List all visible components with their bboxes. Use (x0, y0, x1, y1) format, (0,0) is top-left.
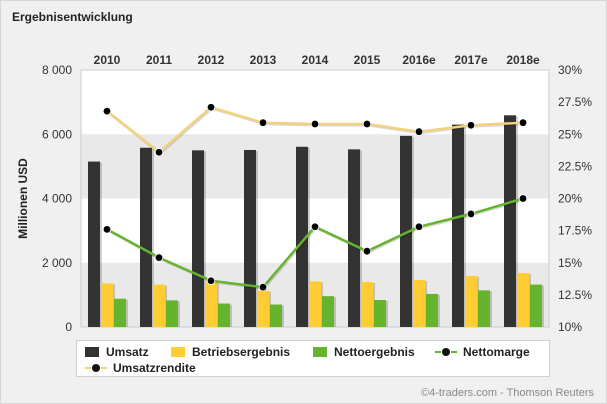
bar-betriebsergebnis (361, 282, 373, 327)
point-nettomarge (363, 247, 371, 255)
point-nettomarge (259, 283, 267, 291)
point-nettomarge (155, 254, 163, 262)
bar-umsatz (296, 146, 308, 327)
x-category-label: 2014 (302, 53, 329, 67)
point-umsatzrendite (415, 128, 423, 136)
y-tick-label: 8 000 (42, 63, 72, 77)
legend-swatch-nettoergebnis (313, 347, 327, 357)
point-umsatzrendite (363, 120, 371, 128)
bar-betriebsergebnis (517, 273, 529, 327)
bar-umsatz (348, 149, 360, 327)
bar-umsatz (452, 124, 464, 327)
legend-label-betriebsergebnis: Betriebsergebnis (192, 345, 291, 359)
x-category-label: 2015 (354, 53, 381, 67)
legend-label-umsatzrendite: Umsatzrendite (113, 361, 196, 375)
bar-betriebsergebnis (101, 283, 113, 327)
bar-betriebsergebnis (205, 282, 217, 327)
point-umsatzrendite (259, 119, 267, 127)
bar-nettoergebnis (322, 296, 334, 327)
x-category-label: 2013 (250, 53, 277, 67)
point-umsatzrendite (207, 103, 215, 111)
x-category-label: 2018e (506, 53, 540, 67)
bar-umsatz (400, 135, 412, 327)
legend-label-umsatz: Umsatz (106, 345, 149, 359)
legend-item-umsatzrendite[interactable]: Umsatzrendite (85, 360, 196, 376)
y2-tick-label: 30% (558, 63, 582, 77)
y2-tick-label: 25% (558, 127, 582, 141)
point-umsatzrendite (103, 107, 111, 115)
x-category-label: 2012 (198, 53, 225, 67)
legend-item-nettoergebnis[interactable]: Nettoergebnis (313, 344, 415, 360)
chart-title: Ergebnisentwicklung (12, 10, 133, 24)
legend-label-nettomarge: Nettomarge (463, 345, 530, 359)
point-nettomarge (519, 195, 527, 202)
bar-umsatz (244, 149, 256, 327)
point-nettomarge (415, 223, 423, 231)
legend-swatch-umsatz (85, 347, 99, 357)
y2-tick-label: 10% (558, 320, 582, 334)
y-tick-label: 6 000 (42, 127, 72, 141)
bar-nettoergebnis (478, 290, 490, 327)
point-nettomarge (103, 225, 111, 233)
bar-nettoergebnis (426, 293, 438, 327)
bar-betriebsergebnis (465, 275, 477, 327)
bar-betriebsergebnis (153, 284, 165, 327)
y2-tick-label: 15% (558, 256, 582, 270)
plot-band (81, 134, 549, 199)
legend-line-umsatzrendite (85, 363, 107, 373)
point-umsatzrendite (311, 120, 319, 128)
y2-tick-label: 17.5% (558, 224, 592, 238)
point-umsatzrendite (519, 119, 527, 127)
y2-tick-label: 20% (558, 192, 582, 206)
bar-nettoergebnis (114, 298, 126, 327)
x-category-label: 2016e (402, 53, 436, 67)
legend-item-umsatz[interactable]: Umsatz (85, 344, 149, 360)
bar-umsatz (504, 115, 516, 327)
bar-nettoergebnis (374, 300, 386, 327)
point-umsatzrendite (467, 121, 475, 129)
bar-nettoergebnis (166, 300, 178, 327)
bar-umsatz (192, 150, 204, 327)
source-credit: ©4-traders.com - Thomson Reuters (421, 387, 594, 399)
y-axis-title: Millionen USD (16, 158, 30, 239)
x-category-label: 2011 (146, 53, 172, 67)
bar-nettoergebnis (270, 304, 282, 327)
legend-item-betriebsergebnis[interactable]: Betriebsergebnis (171, 344, 290, 360)
bar-umsatz (88, 161, 100, 327)
bar-betriebsergebnis (257, 290, 269, 327)
x-category-label: 2017e (454, 53, 488, 67)
bar-betriebsergebnis (309, 281, 321, 327)
legend-line-nettomarge (435, 347, 457, 357)
point-nettomarge (311, 223, 319, 231)
chart-legend: Umsatz Betriebsergebnis Nettoergebnis Ne… (76, 340, 550, 377)
y-tick-label: 2 000 (42, 256, 72, 270)
point-nettomarge (467, 210, 475, 218)
y-tick-label: 4 000 (42, 192, 72, 206)
point-umsatzrendite (155, 148, 163, 156)
y2-tick-label: 22.5% (558, 159, 592, 173)
point-nettomarge (207, 277, 215, 285)
legend-label-nettoergebnis: Nettoergebnis (334, 345, 415, 359)
bar-nettoergebnis (218, 303, 230, 327)
x-category-label: 2010 (94, 53, 121, 67)
legend-item-nettomarge[interactable]: Nettomarge (435, 344, 530, 360)
y2-tick-label: 27.5% (558, 95, 592, 109)
y2-tick-label: 12.5% (558, 288, 592, 302)
bar-nettoergebnis (530, 284, 542, 327)
bar-umsatz (140, 147, 152, 327)
legend-swatch-betriebsergebnis (171, 347, 185, 357)
y-tick-label: 0 (65, 320, 72, 334)
bar-betriebsergebnis (413, 280, 425, 327)
